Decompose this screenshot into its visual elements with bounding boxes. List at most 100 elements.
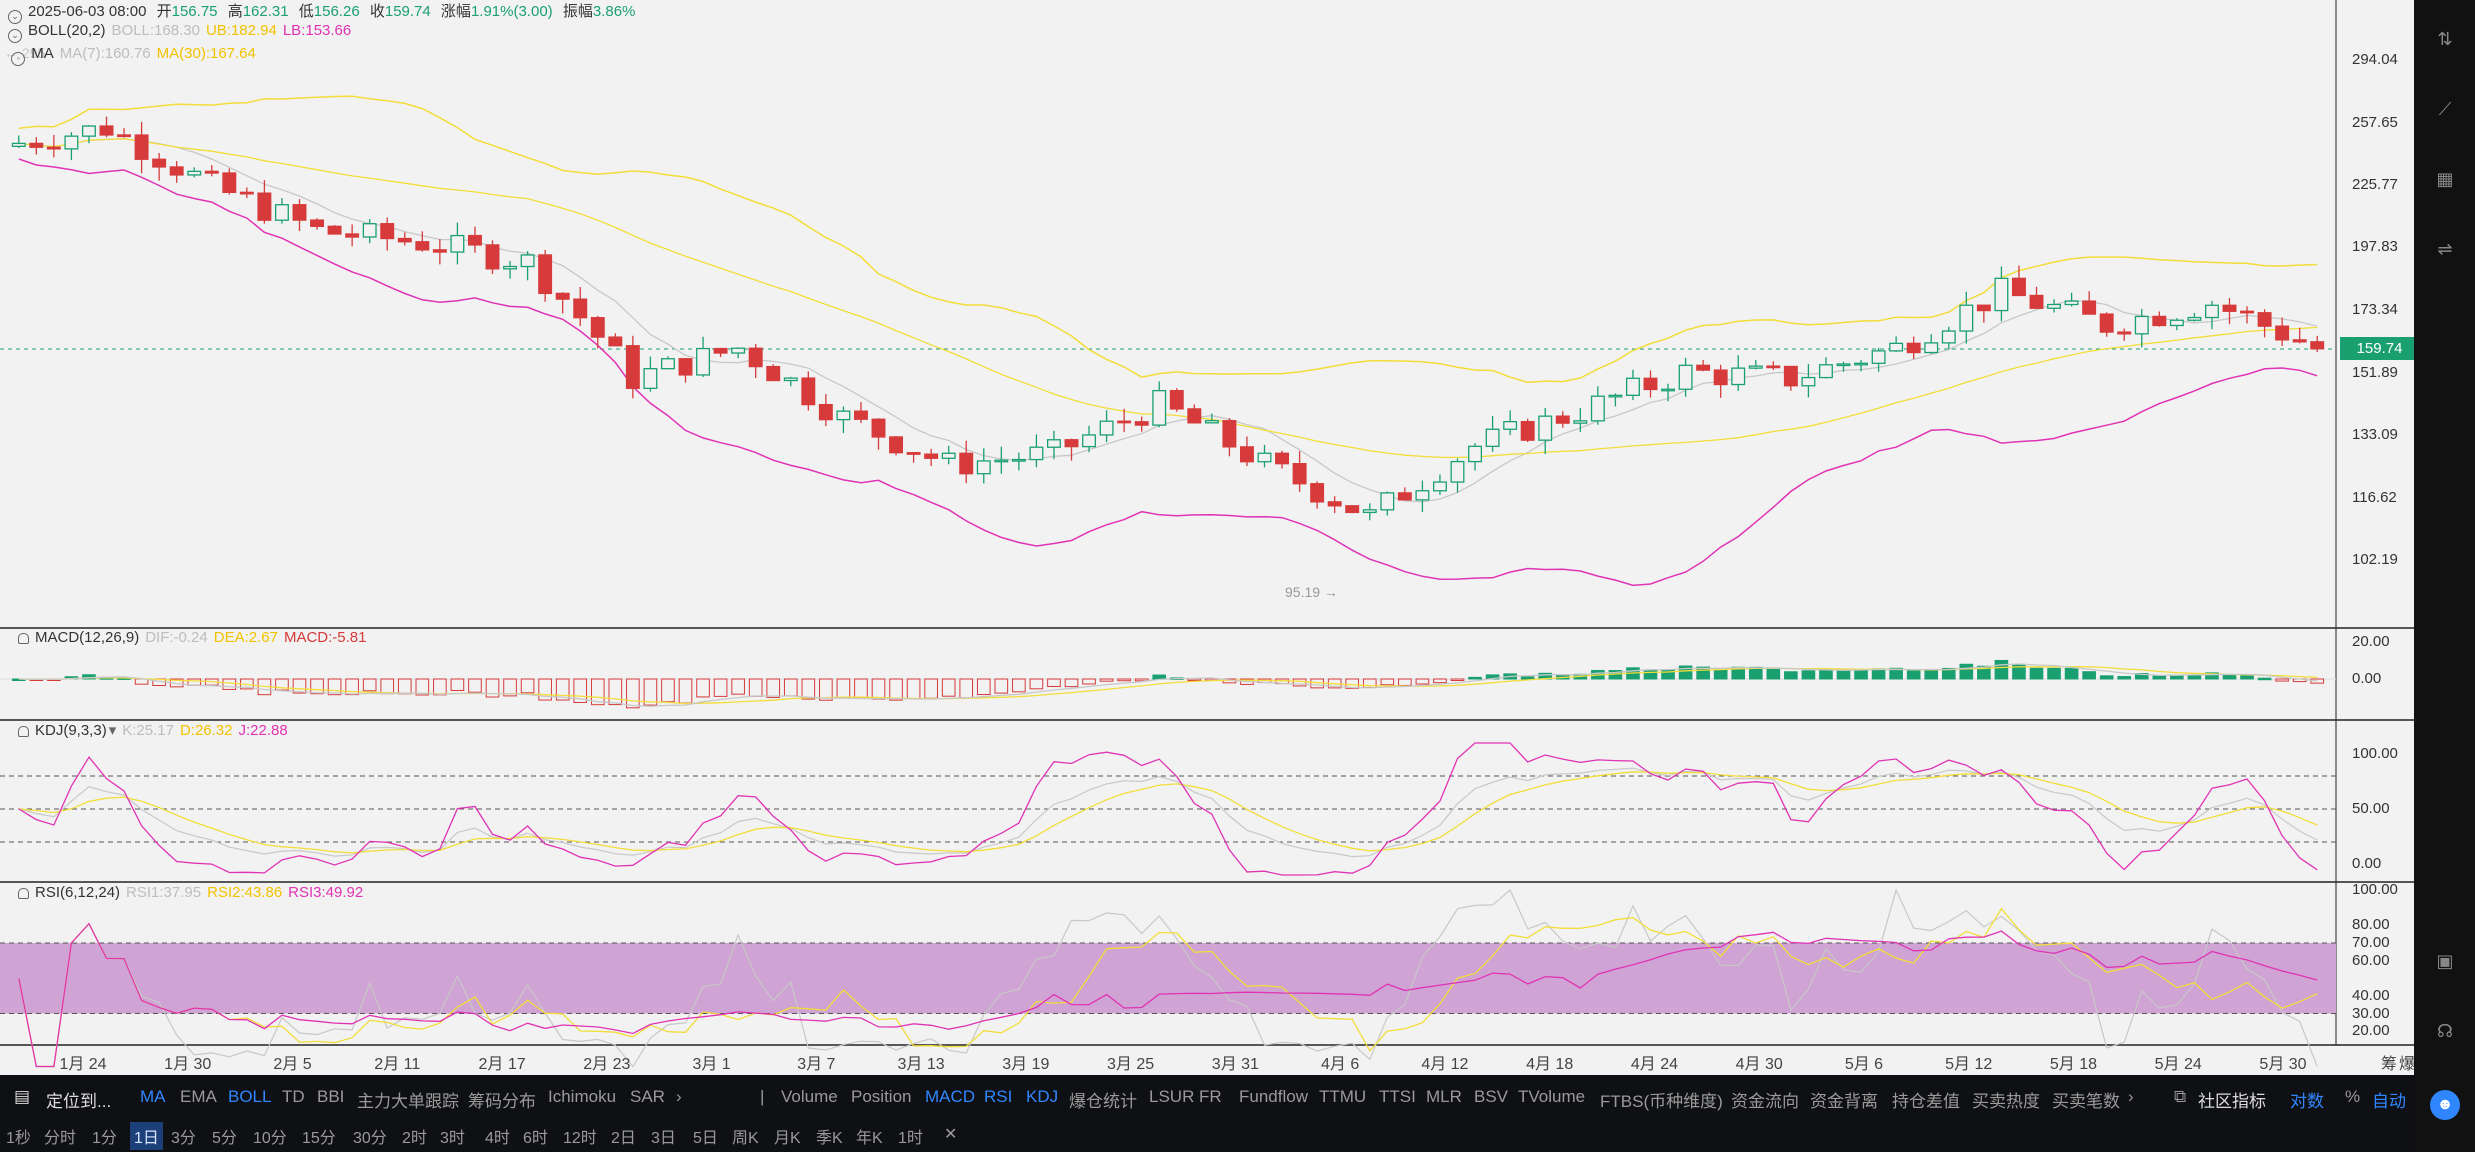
sub-indicator-5[interactable]: 爆仓统计 [1069, 1092, 1137, 1111]
macd-bar [1117, 678, 1131, 682]
sub-indicator-1[interactable]: Position [851, 1087, 912, 1106]
macd-bar [1643, 669, 1658, 680]
timeframe-15[interactable]: 3日 [651, 1130, 676, 1147]
timeframe-1[interactable]: 分时 [44, 1130, 77, 1147]
timeframe-10[interactable]: 3时 [440, 1130, 465, 1147]
timeframe-13[interactable]: 12时 [563, 1130, 597, 1147]
main-indicator-0[interactable]: MA [140, 1087, 166, 1106]
main-indicator-3[interactable]: TD [282, 1087, 305, 1106]
candle-body [1941, 330, 1956, 344]
timeframe-9[interactable]: 2时 [402, 1130, 427, 1147]
timeframe-0[interactable]: 1秒 [6, 1130, 31, 1147]
candle-body [1713, 369, 1728, 386]
axis-corner-left[interactable]: 筹 [2381, 1056, 2398, 1073]
sub-indicator-11[interactable]: MLR [1426, 1087, 1462, 1106]
headset-icon[interactable]: ☊ [2437, 1021, 2453, 1041]
macd-bar [941, 678, 956, 697]
macd-bar [1784, 671, 1798, 680]
candle-body [2029, 294, 2044, 309]
sub-indicator-10[interactable]: TTSI [1379, 1087, 1416, 1106]
timeframe-18[interactable]: 月K [774, 1130, 801, 1147]
sub-indicator-19[interactable]: 买卖笔数 [2052, 1092, 2120, 1111]
timeframe-3[interactable]: 1日 [130, 1122, 163, 1150]
timeframe-8[interactable]: 30分 [353, 1130, 387, 1147]
time-tick-label: 3月 1 [692, 1056, 731, 1073]
main-indicator-4[interactable]: BBI [317, 1087, 345, 1106]
sub-indicator-0[interactable]: Volume [781, 1087, 838, 1106]
indicator-icon[interactable]: ▦ [2436, 169, 2454, 189]
close-timeframe-icon[interactable]: ✕ [944, 1126, 958, 1143]
price-tick-label: 257.65 [2352, 113, 2398, 131]
dropdown-icon[interactable]: ▾ [108, 722, 117, 739]
sub-indicator-14[interactable]: FTBS(币种维度) [1600, 1092, 1723, 1111]
compare-icon[interactable]: ⇌ [2437, 239, 2453, 259]
macd-bar [1941, 667, 1956, 680]
sub-indicator-15[interactable]: 资金流向 [1731, 1092, 1799, 1111]
candle-body [976, 460, 991, 475]
candle-body [555, 292, 570, 300]
timeframe-5[interactable]: 5分 [212, 1130, 237, 1147]
timeframe-12[interactable]: 6时 [523, 1130, 548, 1147]
main-indicator-5[interactable]: 主力大单跟踪 [357, 1092, 459, 1111]
candle-body [239, 191, 254, 195]
sub-indicator-8[interactable]: Fundflow [1239, 1087, 1308, 1106]
community-icon[interactable]: ⧉ [2174, 1087, 2187, 1106]
sub-indicator-13[interactable]: TVolume [1518, 1087, 1586, 1106]
more-sub-icon[interactable]: › [2128, 1087, 2134, 1106]
percent-toggle[interactable]: % [2345, 1087, 2361, 1106]
auto-scale-toggle[interactable]: 自动 [2372, 1092, 2406, 1111]
axis-corner-right[interactable]: 爆 [2399, 1056, 2416, 1073]
timeframe-2[interactable]: 1分 [92, 1130, 117, 1147]
timeframe-6[interactable]: 10分 [253, 1130, 287, 1147]
locate-button[interactable]: 定位到... [46, 1092, 112, 1111]
timeframe-7[interactable]: 15分 [302, 1130, 336, 1147]
main-indicator-7[interactable]: Ichimoku [548, 1087, 617, 1106]
layout-icon[interactable]: ▣ [2436, 951, 2454, 971]
collapse-icon[interactable]: ⌄ [8, 29, 22, 43]
timeframe-14[interactable]: 2日 [611, 1130, 636, 1147]
sub-indicator-9[interactable]: TTMU [1319, 1087, 1367, 1106]
macd-bar [1994, 659, 2009, 680]
bell-icon[interactable] [18, 888, 29, 899]
timeframe-21[interactable]: 1时 [898, 1130, 923, 1147]
bell-icon[interactable] [18, 633, 29, 644]
time-tick-label: 3月 31 [1211, 1056, 1259, 1073]
draw-line-icon[interactable]: ⟋ [2438, 99, 2452, 119]
sub-indicator-4[interactable]: KDJ [1026, 1087, 1059, 1106]
main-indicator-8[interactable]: SAR [630, 1087, 665, 1106]
log-scale-toggle[interactable]: 对数 [2290, 1092, 2324, 1111]
candle-body [1748, 365, 1763, 369]
timeframe-19[interactable]: 季K [816, 1130, 843, 1147]
sub-indicator-6[interactable]: LSUR [1149, 1087, 1195, 1106]
timeframe-4[interactable]: 3分 [171, 1130, 196, 1147]
community-indicators-button[interactable]: 社区指标 [2198, 1092, 2266, 1111]
assistant-avatar-icon[interactable]: ☻ [2430, 1090, 2460, 1120]
macd-bar [1468, 676, 1482, 680]
sub-indicator-7[interactable]: FR [1199, 1087, 1222, 1106]
main-indicator-6[interactable]: 筹码分布 [468, 1092, 536, 1111]
sub-indicator-16[interactable]: 资金背离 [1810, 1092, 1878, 1111]
main-indicator-1[interactable]: EMA [180, 1087, 217, 1106]
kline-chart[interactable] [0, 0, 2414, 1075]
macd-bar [1047, 678, 1061, 687]
timeframe-11[interactable]: 4时 [485, 1130, 510, 1147]
bell-icon[interactable] [18, 726, 29, 737]
sub-indicator-2[interactable]: MACD [925, 1087, 976, 1106]
main-indicator-2[interactable]: BOLL [228, 1087, 272, 1106]
collapse-icon[interactable]: ⌄ [8, 10, 22, 24]
timeframe-20[interactable]: 年K [856, 1130, 883, 1147]
timeframe-16[interactable]: 5日 [693, 1130, 718, 1147]
sub-indicator-12[interactable]: BSV [1474, 1087, 1509, 1106]
candle-body [152, 158, 167, 168]
calendar-icon[interactable]: ▤ [14, 1087, 31, 1106]
timeframe-17[interactable]: 周K [732, 1130, 759, 1147]
sub-indicator-17[interactable]: 持仓差值 [1892, 1092, 1960, 1111]
eye-icon[interactable]: ◦ [11, 52, 26, 66]
candle-body [1976, 304, 1991, 312]
swap-icon[interactable]: ⇅ [2437, 29, 2453, 49]
price-tick-label: 151.89 [2352, 363, 2398, 381]
more-main-icon[interactable]: › [676, 1087, 682, 1106]
sub-indicator-3[interactable]: RSI [984, 1087, 1013, 1106]
sub-indicator-18[interactable]: 买卖热度 [1972, 1092, 2040, 1111]
candle-body [2152, 315, 2167, 327]
